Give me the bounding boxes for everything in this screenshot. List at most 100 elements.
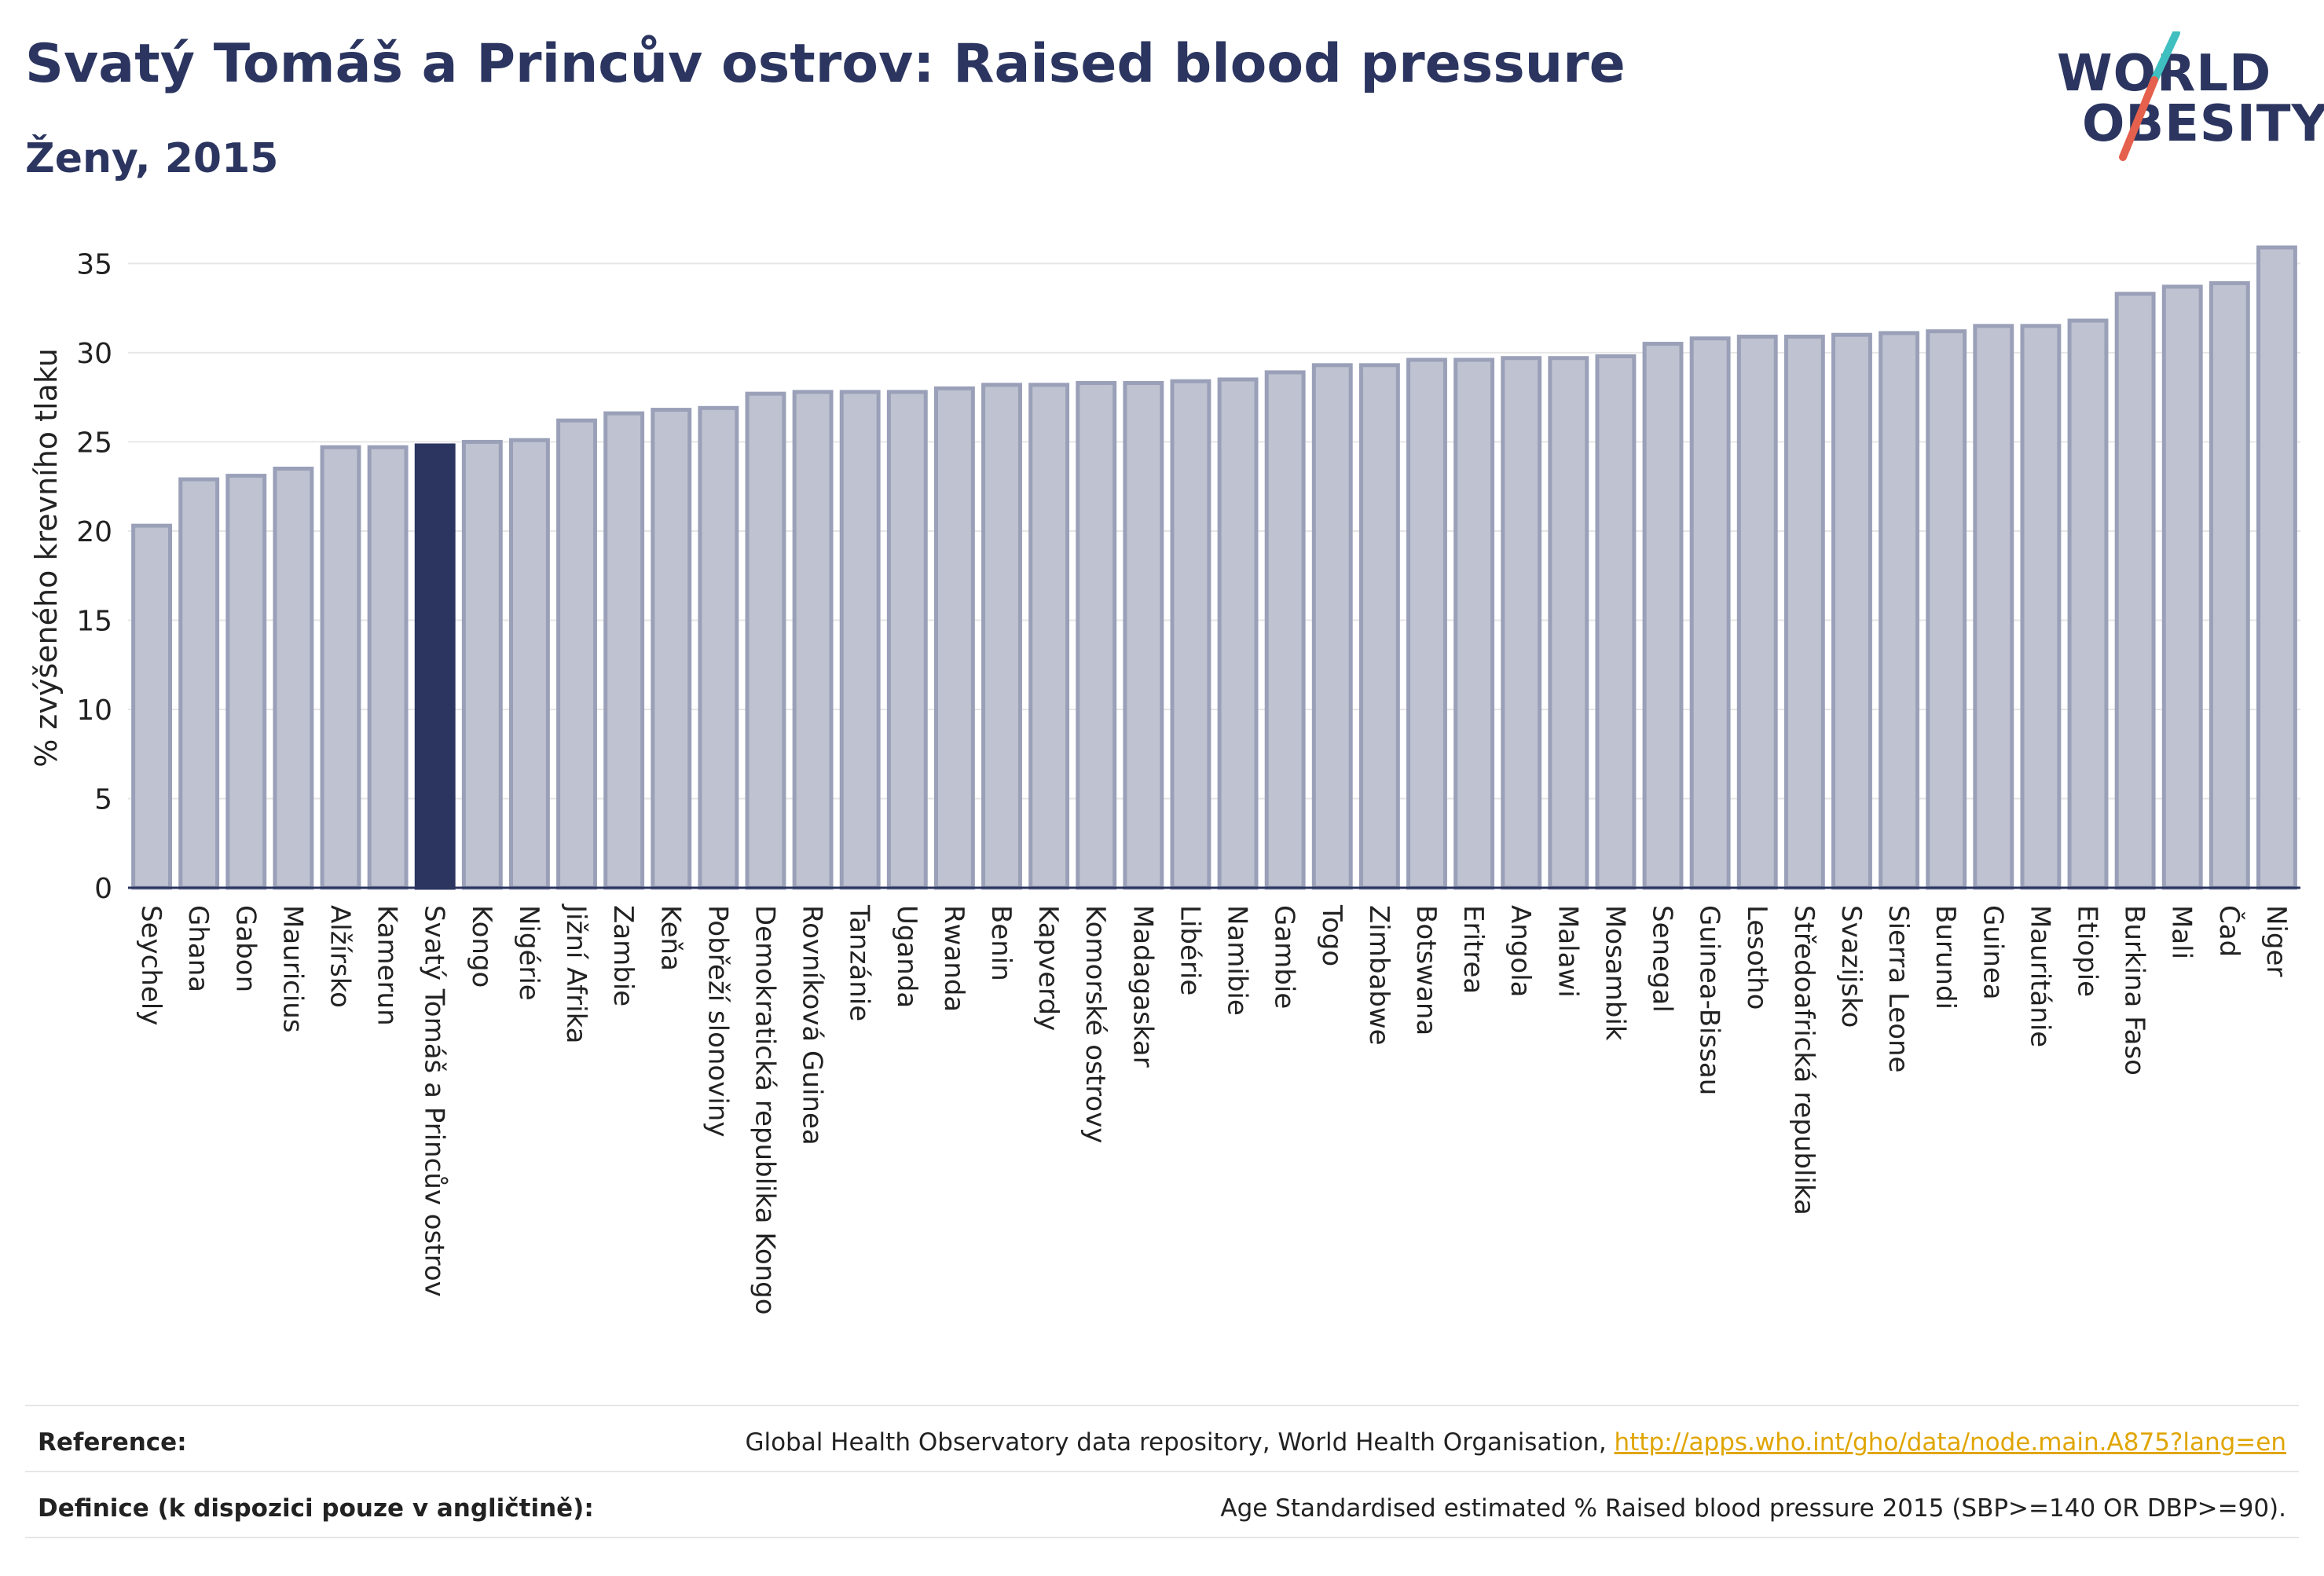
x-tick-label: Mosambik xyxy=(1599,905,1630,1041)
bar xyxy=(651,408,692,890)
x-tick-label: Středoafrická republika xyxy=(1788,905,1820,1215)
y-tick-label: 30 xyxy=(76,338,112,370)
bar xyxy=(1689,336,1731,890)
y-tick-label: 5 xyxy=(94,783,112,815)
bar xyxy=(1736,334,1778,890)
x-tick-label: Svatý Tomáš a Princův ostrov xyxy=(419,905,450,1297)
x-tick-label: Alžírsko xyxy=(324,905,355,1008)
x-tick-label: Jižní Afrika xyxy=(560,903,592,1044)
world-obesity-logo[interactable]: WORLD OBESITY xyxy=(2051,31,2324,173)
x-tick-label: Mauritánie xyxy=(2024,905,2055,1047)
x-tick-label: Gabon xyxy=(229,905,261,992)
definition-label: Definice (k dispozici pouze v angličtině… xyxy=(38,1494,594,1523)
reference-label: Reference: xyxy=(38,1428,187,1457)
x-tick-label: Seychely xyxy=(135,905,167,1025)
y-tick-label: 20 xyxy=(76,516,112,548)
bar xyxy=(1501,356,1542,890)
bar xyxy=(556,418,597,890)
bar xyxy=(2067,318,2109,890)
bar-highlighted xyxy=(414,443,456,890)
bar xyxy=(1217,377,1259,890)
y-tick-label: 10 xyxy=(76,695,112,727)
page-subtitle: Ženy, 2015 xyxy=(25,135,279,182)
x-tick-label: Ghana xyxy=(182,905,214,992)
bar xyxy=(745,391,786,890)
y-tick-label: 0 xyxy=(94,873,112,905)
x-tick-label: Guinea xyxy=(1977,905,2008,1000)
bar xyxy=(1358,363,1400,890)
bar xyxy=(367,445,409,890)
x-tick-label: Malawi xyxy=(1552,905,1583,998)
bar xyxy=(1264,370,1306,890)
x-tick-label: Rwanda xyxy=(938,905,970,1012)
bar xyxy=(508,438,550,890)
x-tick-label: Tanzánie xyxy=(844,904,875,1021)
x-tick-label: Senegal xyxy=(1647,905,1678,1013)
bar xyxy=(2114,291,2156,890)
bar xyxy=(1926,329,1967,890)
x-tick-label: Rovníková Guinea xyxy=(797,905,828,1145)
bar-chart: 0 5 10 15 20 25 30 35 % zvýšeného krevního tlaku… xyxy=(29,245,2300,1315)
bar xyxy=(1170,379,1211,890)
x-tick-label: Libérie xyxy=(1174,905,1205,995)
reference-link[interactable]: http://apps.who.int/gho/data/node.main.A… xyxy=(1614,1428,2286,1457)
bar xyxy=(131,523,172,890)
bar xyxy=(2020,324,2062,890)
x-tick-label: Burkina Faso xyxy=(2119,905,2150,1076)
bar xyxy=(792,390,834,890)
logo-word-obesity: OBESITY xyxy=(2082,95,2324,153)
x-tick-label: Lesotho xyxy=(1741,905,1772,1010)
bar xyxy=(320,445,361,890)
x-tick-label: Madagaskar xyxy=(1127,905,1158,1068)
bar xyxy=(1076,381,1117,890)
x-tick-label: Namibie xyxy=(1222,905,1253,1016)
bar xyxy=(273,466,314,890)
reference-text: Global Health Observatory data repositor… xyxy=(745,1428,1615,1457)
x-tick-label: Komorské ostrovy xyxy=(1080,905,1111,1143)
footer-reference: Reference: Global Health Observatory dat… xyxy=(25,1428,2299,1460)
bar xyxy=(1783,334,1825,890)
footer-divider-middle xyxy=(25,1471,2299,1472)
bar xyxy=(981,383,1022,890)
bar xyxy=(1028,383,1070,890)
x-tick-label: Eritrea xyxy=(1457,905,1489,994)
page-title: Svatý Tomáš a Princův ostrov: Raised blo… xyxy=(25,33,1626,95)
x-tick-label: Angola xyxy=(1505,905,1536,997)
bar xyxy=(1642,342,1684,890)
bar xyxy=(2209,280,2250,890)
y-tick-label: 15 xyxy=(76,605,112,637)
logo-slash-icon xyxy=(2119,31,2180,161)
bar xyxy=(1548,356,1589,890)
x-tick-label: Kapverdy xyxy=(1032,905,1064,1031)
definition-value: Age Standardised estimated % Raised bloo… xyxy=(1220,1494,2286,1523)
bar xyxy=(603,411,645,890)
bar xyxy=(886,390,928,890)
bar xyxy=(1879,331,1920,890)
footer-divider-top xyxy=(25,1405,2299,1406)
x-tick-label: Sierra Leone xyxy=(1882,905,1914,1072)
x-tick-label: Botswana xyxy=(1410,905,1442,1035)
x-tick-label: Burundi xyxy=(1930,905,1961,1010)
x-tick-label: Kamerun xyxy=(372,905,403,1026)
bar xyxy=(1406,357,1447,890)
x-tick-label: Guinea-Bissau xyxy=(1694,905,1725,1095)
bar xyxy=(178,477,220,890)
bar xyxy=(839,390,881,890)
x-tick-label: Nigérie xyxy=(513,905,544,1001)
x-tick-label: Mali xyxy=(2166,905,2198,959)
bar xyxy=(461,439,503,890)
footer-divider-bottom xyxy=(25,1537,2299,1538)
x-tick-label: Togo xyxy=(1316,904,1347,966)
x-tick-label: Keňa xyxy=(654,905,686,971)
x-tick-label: Kongo xyxy=(466,905,497,988)
x-tick-label: Svazijsko xyxy=(1835,905,1867,1028)
reference-value: Global Health Observatory data repositor… xyxy=(745,1428,2286,1457)
footer-definition: Definice (k dispozici pouze v angličtině… xyxy=(25,1494,2299,1526)
bar xyxy=(225,474,267,890)
bar xyxy=(1453,357,1495,890)
x-tick-label: Benin xyxy=(985,905,1017,981)
bar xyxy=(698,405,739,890)
bar xyxy=(1973,324,2014,890)
x-tick-label: Mauricius xyxy=(277,905,308,1033)
y-tick-label: 35 xyxy=(76,248,112,280)
